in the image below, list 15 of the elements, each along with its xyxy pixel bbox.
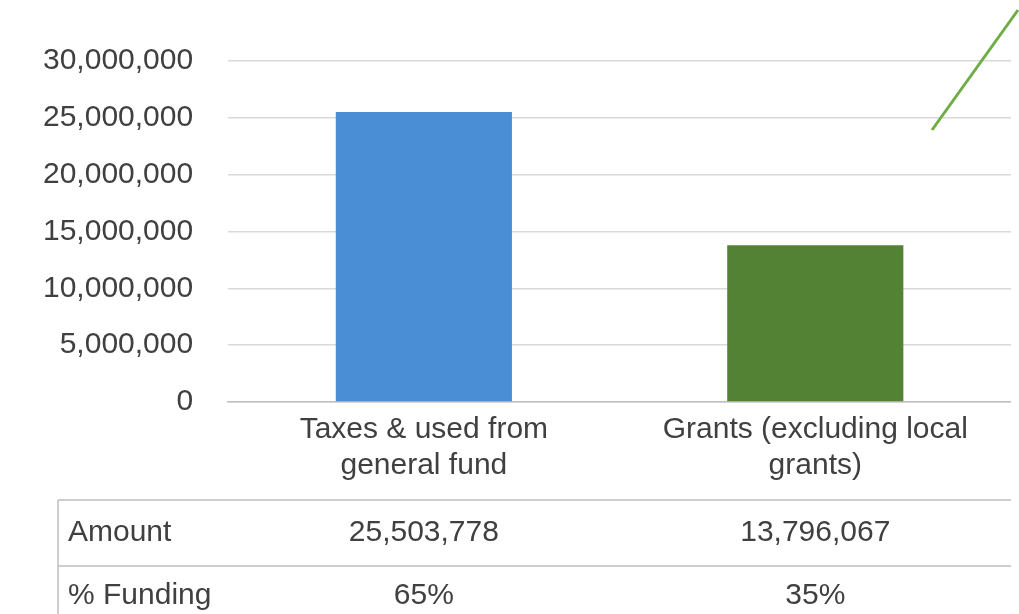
text: Amount — [68, 514, 173, 548]
y-tick-label: 30,000,000 — [42, 42, 194, 76]
data-label: 25,503,778 — [348, 514, 499, 548]
y-tick-label: 0 — [176, 383, 194, 417]
text: 65% — [393, 577, 454, 611]
data-label: 13,796,067 — [740, 514, 891, 548]
x-tick-label: Grants (excluding local grants) — [662, 411, 968, 481]
y-tick-label: 10,000,000 — [42, 269, 194, 303]
y-tick-label: 20,000,000 — [42, 155, 194, 189]
y-tick-label: 25,000,000 — [42, 99, 194, 133]
y-tick-label: 5,000,000 — [59, 326, 194, 360]
text: 35% — [785, 577, 846, 611]
text: % Funding — [68, 577, 212, 611]
y-tick-label: 15,000,000 — [42, 212, 194, 246]
x-tick-label: Taxes & used from general fund — [299, 411, 549, 481]
